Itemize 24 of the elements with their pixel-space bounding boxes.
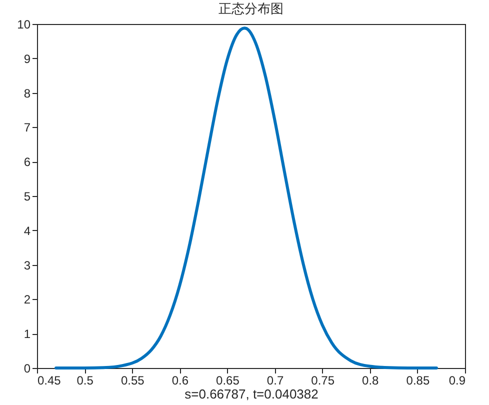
x-tick-label: 0.6: [172, 374, 189, 388]
y-tick-label: 0: [24, 362, 31, 376]
x-tick-label: 0.8: [362, 374, 380, 388]
chart-title: 正态分布图: [218, 1, 284, 16]
x-tick-label: 0.5: [76, 374, 94, 388]
y-tick-label: 6: [24, 155, 31, 170]
x-tick-label: 0.45: [38, 374, 62, 388]
y-tick-label: 10: [17, 18, 31, 32]
x-axis-title: s=0.66787, t=0.040382: [184, 386, 318, 402]
y-tick-label: 8: [24, 86, 31, 100]
y-tick-label: 3: [24, 258, 31, 272]
x-tick-label: 0.65: [216, 374, 240, 388]
x-tick-label: 0.9: [448, 374, 466, 388]
y-tick-label: 4: [24, 224, 31, 238]
y-tick-label: 9: [24, 52, 31, 66]
x-tick-label: 0.7: [266, 374, 284, 388]
line-series: [54, 26, 438, 370]
y-tick-label: 7: [24, 120, 31, 135]
x-tick-label: 0.55: [120, 374, 145, 388]
y-tick-label: 5: [24, 190, 31, 204]
x-tick-label: 0.85: [406, 374, 430, 388]
x-tick-label: 0.75: [311, 374, 335, 388]
y-tick-label: 1: [24, 327, 31, 342]
y-tick-label: 2: [24, 292, 31, 307]
